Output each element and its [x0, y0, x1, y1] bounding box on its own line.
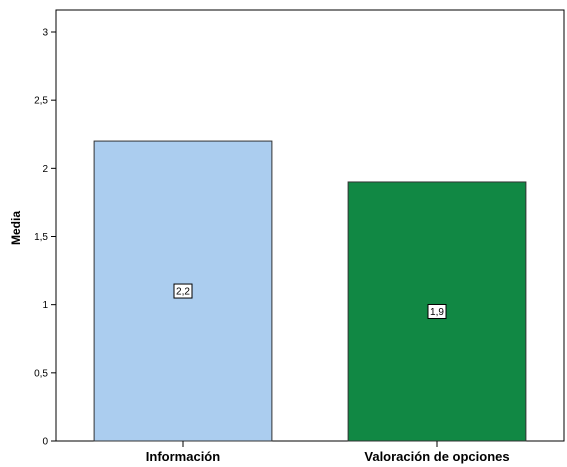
x-category-label: Información: [146, 449, 220, 464]
y-axis-title: Media: [9, 211, 23, 245]
y-tick-label: 2,5: [34, 96, 48, 107]
y-tick-label: 2: [42, 164, 48, 175]
x-category-label: Valoración de opciones: [364, 449, 509, 464]
bars: 2,2 1,9: [93, 140, 527, 442]
y-tick-label: 1,5: [34, 232, 48, 243]
y-tick-label: 0,5: [34, 368, 48, 379]
x-axis: Información Valoración de opciones: [146, 441, 510, 464]
y-tick-label: 0: [42, 437, 48, 448]
data-label-box: [173, 283, 193, 299]
data-label: 2,2: [176, 287, 190, 298]
data-label-box: [427, 303, 447, 319]
y-axis: 0 0,5 1 1,5 2 2,5 3: [34, 28, 56, 448]
y-tick-label: 3: [42, 28, 48, 39]
data-label: 1,9: [430, 307, 444, 318]
y-tick-label: 1: [42, 300, 48, 311]
